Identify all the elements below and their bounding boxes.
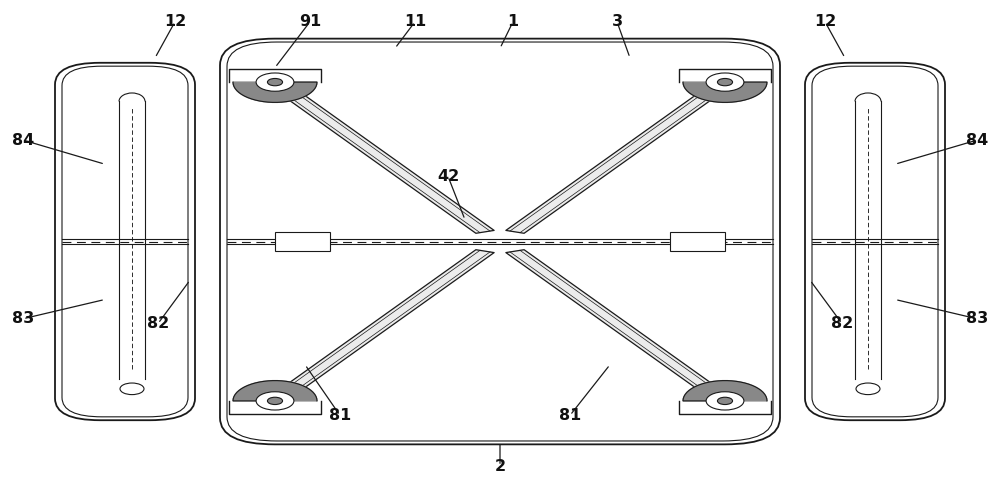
Text: 42: 42 xyxy=(437,169,459,184)
FancyBboxPatch shape xyxy=(220,39,780,444)
FancyBboxPatch shape xyxy=(805,63,945,420)
Polygon shape xyxy=(266,250,494,402)
Circle shape xyxy=(267,78,283,86)
Text: 12: 12 xyxy=(164,14,186,29)
Bar xyxy=(275,232,330,251)
Polygon shape xyxy=(233,82,317,102)
Text: 11: 11 xyxy=(404,14,426,29)
Text: 82: 82 xyxy=(147,316,169,331)
Text: 83: 83 xyxy=(12,311,34,327)
Circle shape xyxy=(717,78,733,86)
Text: 3: 3 xyxy=(611,14,623,29)
Polygon shape xyxy=(506,81,734,233)
Text: 12: 12 xyxy=(814,14,836,29)
Circle shape xyxy=(256,392,294,410)
Polygon shape xyxy=(506,250,734,402)
Text: 82: 82 xyxy=(831,316,853,331)
Polygon shape xyxy=(683,82,767,102)
Text: 84: 84 xyxy=(966,132,988,148)
Circle shape xyxy=(706,392,744,410)
Circle shape xyxy=(717,397,733,405)
Circle shape xyxy=(267,397,283,405)
Text: 84: 84 xyxy=(12,132,34,148)
Circle shape xyxy=(706,73,744,91)
Polygon shape xyxy=(266,81,494,233)
Circle shape xyxy=(120,383,144,395)
Text: 81: 81 xyxy=(559,408,581,423)
Text: 83: 83 xyxy=(966,311,988,327)
Text: 91: 91 xyxy=(299,14,321,29)
Text: 1: 1 xyxy=(507,14,519,29)
Polygon shape xyxy=(233,381,317,401)
Text: 2: 2 xyxy=(494,458,506,474)
Text: 81: 81 xyxy=(329,408,351,423)
Circle shape xyxy=(856,383,880,395)
Circle shape xyxy=(256,73,294,91)
Polygon shape xyxy=(683,381,767,401)
FancyBboxPatch shape xyxy=(55,63,195,420)
Bar xyxy=(670,232,725,251)
